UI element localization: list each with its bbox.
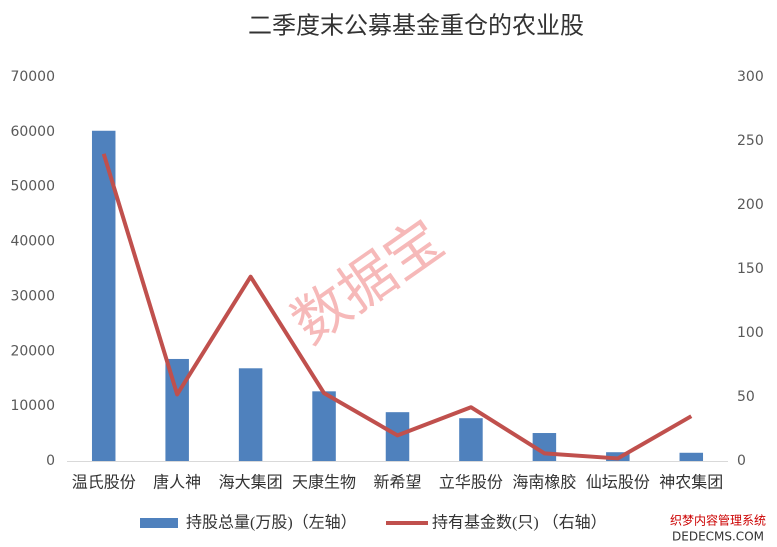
y2-tick-label: 50 xyxy=(737,389,755,405)
y-tick-label: 20000 xyxy=(10,343,55,359)
x-tick-label: 神农集团 xyxy=(659,474,723,492)
bar xyxy=(312,391,336,461)
x-tick-label: 仙坛股份 xyxy=(586,474,650,492)
y2-tick-label: 250 xyxy=(737,133,764,149)
y2-tick-label: 200 xyxy=(737,197,764,213)
watermark: 数据宝 xyxy=(281,207,456,357)
x-tick-label: 海南橡胶 xyxy=(512,474,576,492)
y2-tick-label: 100 xyxy=(737,325,764,341)
x-tick-label: 新希望 xyxy=(373,474,421,492)
corner-mark-text: DEDECMS.COM xyxy=(672,530,764,544)
line xyxy=(101,153,693,461)
y-tick-label: 30000 xyxy=(10,288,55,304)
x-tick-label: 温氏股份 xyxy=(72,474,136,492)
bar xyxy=(238,368,263,461)
y-tick-label: 50000 xyxy=(10,179,55,195)
y-tick-label: 70000 xyxy=(10,69,55,85)
y-tick-label: 10000 xyxy=(10,398,55,414)
corner-mark: 织梦内容管理系统 DEDECMS.COM xyxy=(662,510,777,547)
chart-title: 二季度末公募基金重仓的农业股 xyxy=(248,13,584,40)
corner-mark-bg xyxy=(662,510,777,547)
y-tick-label: 0 xyxy=(46,453,55,469)
bar xyxy=(91,130,116,461)
legend-swatch xyxy=(140,518,178,528)
legend-label: 持股总量(万股)（左轴） xyxy=(186,514,357,532)
bar xyxy=(459,418,483,461)
y2-tick-label: 300 xyxy=(737,69,764,85)
y2-tick-label: 150 xyxy=(737,261,764,277)
corner-mark-text: 织梦内容管理系统 xyxy=(670,513,766,528)
y-tick-label: 60000 xyxy=(10,124,55,140)
bar xyxy=(679,452,704,461)
x-tick-label: 唐人神 xyxy=(153,474,201,492)
x-tick-label: 立华股份 xyxy=(439,474,503,492)
x-tick-label: 海大集团 xyxy=(219,474,283,492)
y2-tick-label: 0 xyxy=(737,453,746,469)
legend-label: 持有基金数(只) （右轴） xyxy=(432,514,607,532)
x-tick-label: 天康生物 xyxy=(292,474,356,492)
y-tick-label: 40000 xyxy=(10,234,55,250)
